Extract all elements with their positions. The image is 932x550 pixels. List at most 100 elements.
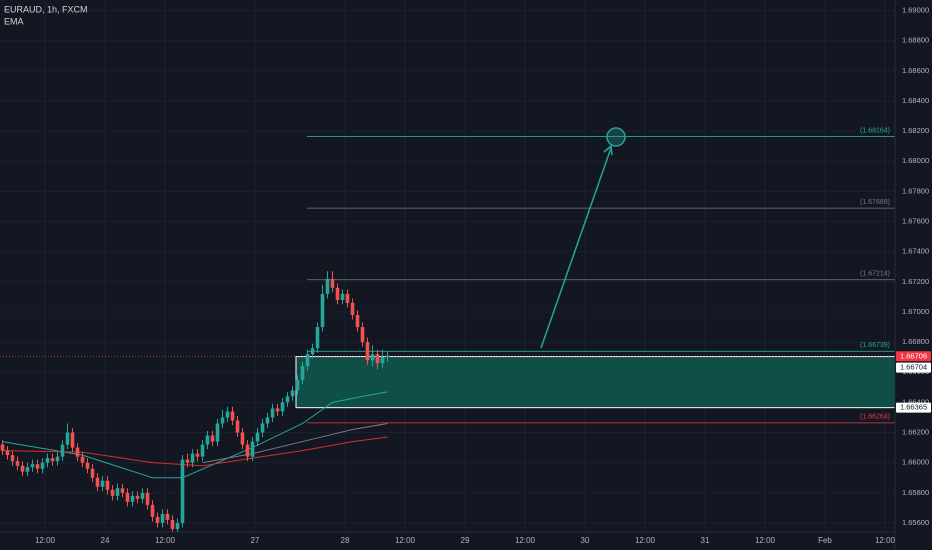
y-tick-label: 1.66400	[902, 397, 929, 406]
candle-body	[50, 458, 55, 462]
price-label-box	[896, 362, 931, 373]
y-tick-label: 1.67400	[902, 247, 929, 256]
candle-body	[90, 468, 95, 478]
x-tick-label: 12:00	[35, 536, 56, 545]
candle-body	[300, 366, 305, 380]
candle-body	[295, 379, 300, 391]
candle-body	[225, 411, 230, 418]
level-label: (1.66264)	[860, 414, 890, 421]
ema-line	[2, 436, 388, 467]
candle-body	[265, 417, 270, 424]
level-label: (1.67689)	[860, 199, 890, 206]
candle-body	[145, 492, 150, 505]
candle-body	[290, 390, 295, 397]
candle-body	[140, 492, 145, 499]
candle-body	[215, 423, 220, 442]
candle-body	[190, 453, 195, 463]
candle-body	[10, 455, 15, 462]
candle-body	[185, 459, 190, 463]
price-label: 1.66704	[900, 363, 927, 372]
candle-body	[195, 453, 200, 457]
candle-body	[360, 327, 365, 343]
y-tick-label: 1.66000	[902, 458, 929, 467]
candle-body	[250, 441, 255, 457]
candle-body	[345, 293, 350, 303]
candle-body	[175, 522, 180, 529]
x-tick-label: Feb	[818, 536, 832, 545]
candle-body	[325, 278, 330, 294]
annotation	[540, 127, 626, 349]
y-tick-label: 1.67800	[902, 186, 929, 195]
x-tick-label: 12:00	[635, 536, 656, 545]
target-circle	[606, 127, 626, 147]
candle-body	[310, 348, 315, 355]
candle-body	[80, 456, 85, 463]
level-label: (1.68164)	[860, 127, 890, 134]
candle-body	[315, 327, 320, 349]
y-tick-label: 1.67000	[902, 307, 929, 316]
candle-body	[135, 495, 140, 499]
candle-body	[60, 444, 65, 457]
x-tick-label: 28	[341, 536, 350, 545]
candle-body	[255, 432, 260, 442]
candle-body	[220, 417, 225, 424]
candle-body	[155, 516, 160, 523]
candle-body	[365, 342, 370, 361]
candle-body	[150, 504, 155, 517]
y-tick-label: 1.67200	[902, 277, 929, 286]
candle-body	[110, 489, 115, 496]
candle-body	[380, 357, 385, 364]
candle-body	[285, 396, 290, 403]
arrow-head	[603, 144, 613, 156]
y-tick-label: 1.68200	[902, 126, 929, 135]
candle-body	[275, 408, 280, 412]
y-tick-label: 1.65600	[902, 518, 929, 527]
x-tick-label: 12:00	[755, 536, 776, 545]
candle-body	[65, 432, 70, 445]
candle-body	[115, 488, 120, 496]
indicator-label: EMA	[4, 16, 24, 26]
x-tick-label: 27	[251, 536, 260, 545]
price-label: 1.66365	[900, 403, 927, 412]
candle-body	[105, 480, 110, 490]
level-label: (1.67214)	[860, 271, 890, 278]
candle-body	[375, 354, 380, 364]
x-tick-label: 12:00	[395, 536, 416, 545]
zone	[295, 356, 895, 409]
candle-body	[385, 355, 390, 358]
candle-body	[15, 461, 20, 466]
candle-body	[340, 293, 345, 300]
candle-body	[330, 278, 335, 288]
candle-body	[260, 423, 265, 433]
price-label-box	[896, 402, 931, 413]
candle-body	[20, 465, 25, 472]
candle-body	[200, 444, 205, 457]
candle-body	[240, 432, 245, 445]
candle-body	[170, 519, 175, 529]
x-tick-label: 12:00	[515, 536, 536, 545]
candle-body	[205, 435, 210, 445]
candle-body	[280, 402, 285, 412]
candle-body	[0, 444, 5, 451]
x-tick-label: 30	[581, 536, 590, 545]
candle-body	[270, 408, 275, 418]
candle-body	[55, 456, 60, 462]
candle-body	[25, 467, 30, 472]
candle-body	[320, 293, 325, 328]
plot-area	[0, 136, 895, 532]
symbol-title: EURAUD, 1h, FXCM	[4, 4, 88, 14]
x-tick-label: 12:00	[155, 536, 176, 545]
candle-body	[30, 464, 35, 468]
candle-body	[40, 462, 45, 469]
candle-body	[130, 495, 135, 502]
y-tick-label: 1.67600	[902, 217, 929, 226]
candle-body	[235, 420, 240, 433]
candle-body	[100, 480, 105, 487]
level-label: (1.66739)	[860, 342, 890, 349]
candle-body	[35, 464, 40, 469]
candle-body	[85, 462, 90, 469]
candle-body	[335, 287, 340, 300]
price-label-box	[896, 351, 931, 362]
candle-body	[305, 354, 310, 367]
